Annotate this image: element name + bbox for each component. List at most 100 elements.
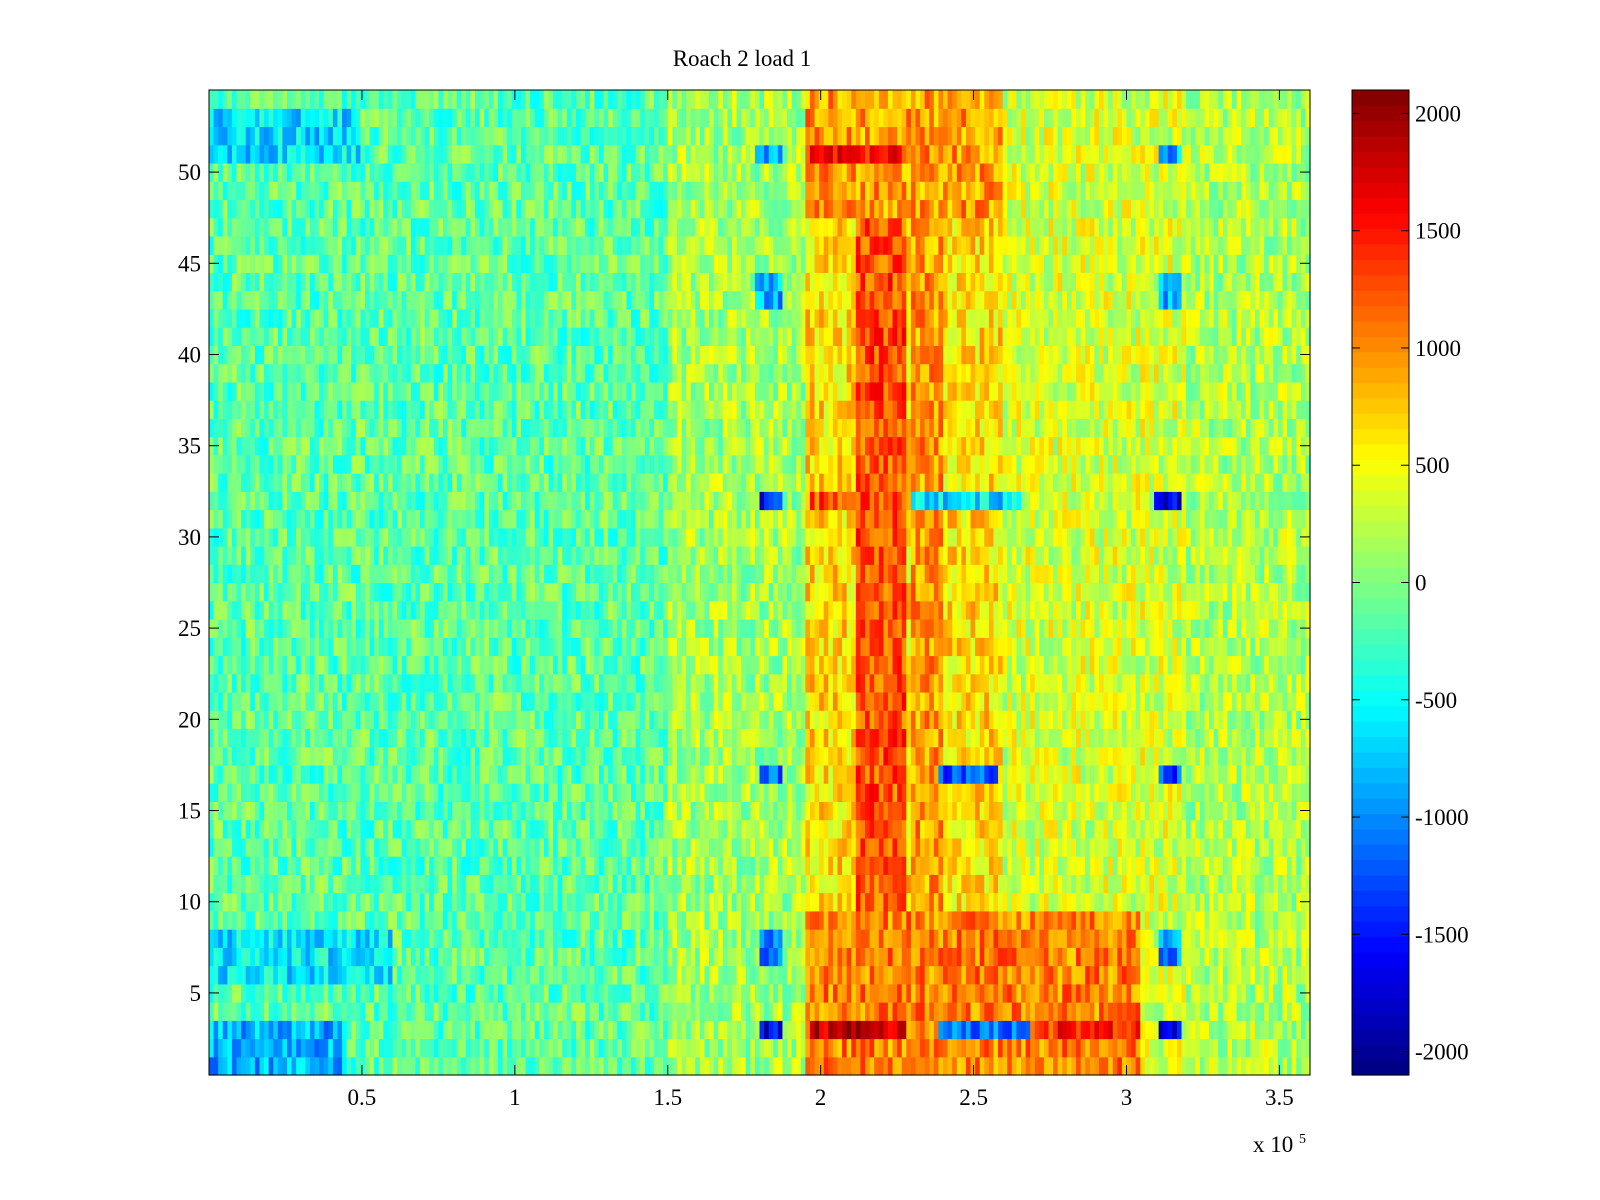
heatmap-cell <box>286 1056 293 1076</box>
heatmap-cell <box>1085 819 1091 839</box>
heatmap-cell <box>635 837 641 857</box>
heatmap-cell <box>369 801 375 821</box>
heatmap-cell <box>943 1038 949 1058</box>
heatmap-cell <box>259 1002 265 1021</box>
heatmap-cell <box>1108 746 1114 766</box>
heatmap-cell <box>1181 910 1187 930</box>
heatmap-cell <box>631 892 637 912</box>
heatmap-cell <box>1103 837 1109 857</box>
heatmap-cell <box>1048 801 1054 821</box>
heatmap-cell <box>947 1020 953 1040</box>
heatmap-cell <box>791 819 797 839</box>
heatmap-cell <box>424 746 430 766</box>
heatmap-cell <box>676 728 683 748</box>
heatmap-cell <box>1181 1056 1187 1076</box>
heatmap-cell <box>397 783 403 802</box>
heatmap-cell <box>571 947 577 967</box>
heatmap-cell <box>360 929 366 948</box>
heatmap-cell <box>410 910 417 930</box>
heatmap-cell <box>1222 764 1229 784</box>
heatmap-cell <box>530 783 536 802</box>
heatmap-cell <box>309 1020 316 1040</box>
heatmap-cell <box>979 965 985 985</box>
heatmap-cell <box>415 837 421 857</box>
heatmap-cell <box>603 783 609 802</box>
heatmap-cell <box>823 837 829 857</box>
heatmap-cell <box>1030 910 1036 930</box>
heatmap-cell <box>429 783 435 802</box>
heatmap-cell <box>562 801 568 821</box>
heatmap-cell <box>1149 801 1155 821</box>
heatmap-cell <box>699 746 706 766</box>
heatmap-cell <box>516 856 522 875</box>
heatmap-cell <box>282 965 288 985</box>
heatmap-cell <box>731 947 738 967</box>
heatmap-cell <box>892 728 898 748</box>
heatmap-cell <box>323 929 329 948</box>
heatmap-cell <box>1222 1038 1229 1058</box>
heatmap-cell <box>1232 728 1238 748</box>
heatmap-cell <box>429 910 435 930</box>
heatmap-cell <box>910 837 917 857</box>
heatmap-cell <box>690 910 696 930</box>
heatmap-cell <box>576 910 582 930</box>
heatmap-cell <box>397 764 403 784</box>
heatmap-cell <box>933 1056 940 1076</box>
heatmap-cell <box>346 691 352 711</box>
heatmap-cell <box>328 746 334 766</box>
heatmap-cell <box>1011 910 1017 930</box>
heatmap-cell <box>943 1020 949 1040</box>
heatmap-cell <box>1117 874 1123 894</box>
heatmap-cell <box>695 910 701 930</box>
heatmap-cell <box>511 837 517 857</box>
heatmap-cell <box>1163 1020 1169 1040</box>
heatmap-cell <box>1080 929 1086 948</box>
heatmap-cell <box>695 1038 701 1058</box>
heatmap-cell <box>924 1002 930 1021</box>
heatmap-cell <box>530 856 536 875</box>
heatmap-cell <box>924 856 930 875</box>
heatmap-cell <box>415 691 421 711</box>
heatmap-cell <box>1108 983 1114 1003</box>
heatmap-cell <box>970 910 976 930</box>
heatmap-cell <box>369 983 375 1003</box>
heatmap-cell <box>1300 874 1307 894</box>
heatmap-cell <box>713 1056 719 1076</box>
heatmap-cell <box>525 856 531 875</box>
heatmap-cell <box>1264 856 1270 875</box>
heatmap-cell <box>1296 892 1302 912</box>
heatmap-cell <box>1011 1056 1017 1076</box>
heatmap-cell <box>539 856 545 875</box>
heatmap-cell <box>640 1056 646 1076</box>
heatmap-cell <box>1245 892 1251 912</box>
heatmap-cell <box>254 746 261 766</box>
heatmap-cell <box>1085 728 1091 748</box>
heatmap-cell <box>1098 710 1105 730</box>
heatmap-cell <box>1135 801 1141 821</box>
heatmap-cell <box>360 710 366 730</box>
heatmap-cell <box>988 874 995 894</box>
heatmap-cell <box>663 783 669 802</box>
heatmap-cell <box>1071 1056 1077 1076</box>
heatmap-cell <box>787 983 793 1003</box>
heatmap-cell <box>676 710 683 730</box>
heatmap-cell <box>1043 1020 1050 1040</box>
heatmap-cell <box>924 691 930 711</box>
heatmap-cell <box>649 746 655 766</box>
heatmap-cell <box>442 783 449 802</box>
heatmap-cell <box>1154 837 1160 857</box>
heatmap-cell <box>369 746 375 766</box>
heatmap-cell <box>456 801 462 821</box>
heatmap-cell <box>887 746 894 766</box>
heatmap-cell <box>828 1002 834 1021</box>
heatmap-cell <box>410 1020 417 1040</box>
heatmap-cell <box>943 728 949 748</box>
heatmap-cell <box>745 983 751 1003</box>
heatmap-cell <box>1085 856 1091 875</box>
heatmap-cell <box>342 874 348 894</box>
heatmap-cell <box>1076 1002 1082 1021</box>
heatmap-cell <box>241 1020 247 1040</box>
heatmap-cell <box>1259 1038 1265 1058</box>
heatmap-cell <box>1007 783 1013 802</box>
heatmap-cell <box>695 710 701 730</box>
